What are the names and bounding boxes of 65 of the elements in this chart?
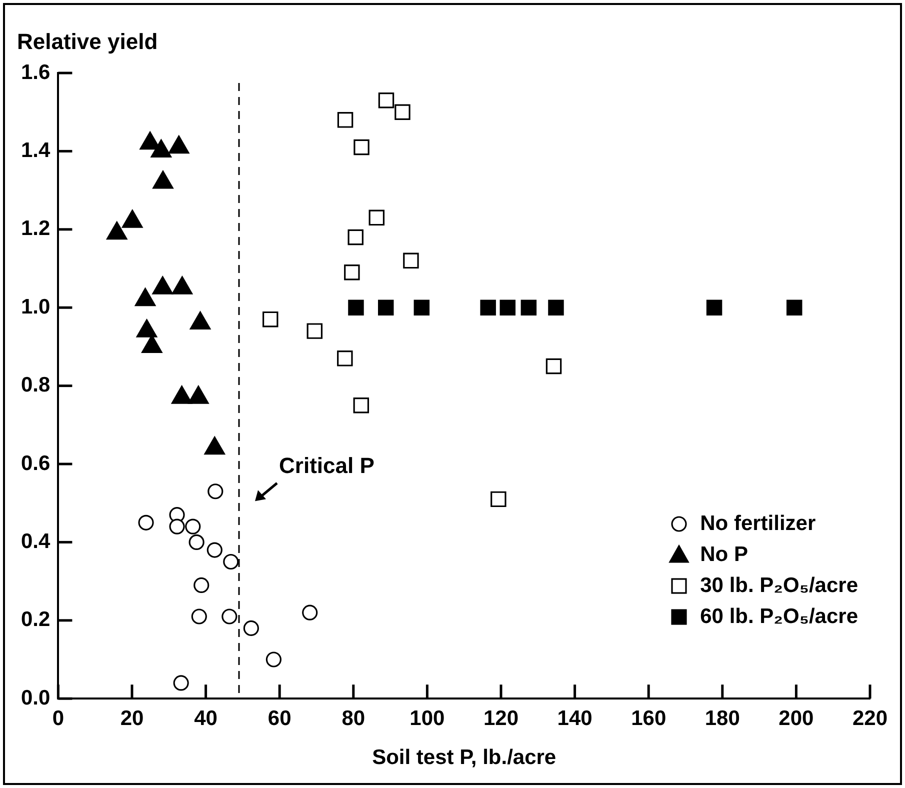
- y-tick-label: 0.0: [20, 686, 50, 710]
- point: [394, 104, 410, 120]
- x-tick-label: 180: [704, 706, 740, 730]
- x-tick-label: 80: [342, 706, 366, 730]
- y-tick-label: 1.2: [20, 217, 50, 240]
- x-tick-label: 120: [483, 706, 519, 730]
- point: [546, 358, 562, 374]
- x-tick-label: 0: [52, 706, 64, 730]
- y-tick-label: 1.4: [20, 138, 51, 162]
- point: [206, 542, 222, 558]
- point: [786, 300, 802, 316]
- point: [223, 554, 239, 570]
- x-tick-label: 140: [557, 706, 592, 730]
- x-tick-label: 160: [631, 706, 666, 730]
- point: [173, 675, 189, 691]
- point: [262, 311, 278, 328]
- y-tick-label: 1.0: [20, 295, 50, 318]
- legend-label: No fertilizer: [700, 512, 816, 536]
- x-tick-label: 100: [410, 706, 445, 730]
- y-tick-label: 0.4: [20, 530, 51, 553]
- point: [266, 652, 282, 668]
- y-tick-label: 0.8: [20, 374, 51, 397]
- point: [348, 300, 364, 316]
- point: [222, 608, 238, 624]
- point: [480, 300, 496, 316]
- legend-label: 60 lb. P₂O₅/acre: [700, 605, 858, 630]
- point: [414, 300, 430, 316]
- point: [378, 300, 394, 316]
- point: [344, 264, 360, 280]
- x-tick-label: 40: [194, 706, 218, 730]
- point: [337, 112, 354, 128]
- point: [500, 300, 516, 316]
- point: [403, 252, 419, 269]
- legend-label: No P: [700, 543, 748, 568]
- point: [169, 518, 185, 534]
- x-tick-label: 220: [852, 706, 888, 730]
- point: [548, 300, 564, 316]
- point: [138, 514, 154, 530]
- point: [188, 534, 204, 550]
- point: [706, 300, 722, 316]
- point: [191, 608, 207, 624]
- y-axis-title: Relative yield: [17, 29, 158, 54]
- x-axis-title: Soil test P, lb./acre: [372, 746, 556, 770]
- x-tick-label: 200: [778, 706, 814, 730]
- point: [520, 300, 537, 316]
- point: [302, 604, 318, 620]
- point: [194, 577, 210, 594]
- x-tick-label: 60: [268, 706, 292, 730]
- point: [306, 323, 323, 339]
- y-tick-label: 1.6: [20, 60, 50, 84]
- point: [243, 620, 259, 636]
- point: [208, 484, 224, 500]
- point: [368, 210, 385, 226]
- ref-line-label: Critical P: [279, 453, 374, 478]
- point: [337, 350, 353, 366]
- point: [353, 397, 370, 414]
- point: [348, 229, 364, 246]
- x-tick-label: 20: [120, 706, 144, 730]
- y-tick-label: 0.6: [20, 452, 50, 475]
- point: [354, 139, 370, 156]
- y-tick-label: 0.2: [20, 608, 50, 632]
- point: [490, 491, 506, 508]
- point: [378, 92, 394, 108]
- point: [185, 518, 201, 534]
- legend-label: 30 lb. P₂O₅/acre: [700, 574, 858, 598]
